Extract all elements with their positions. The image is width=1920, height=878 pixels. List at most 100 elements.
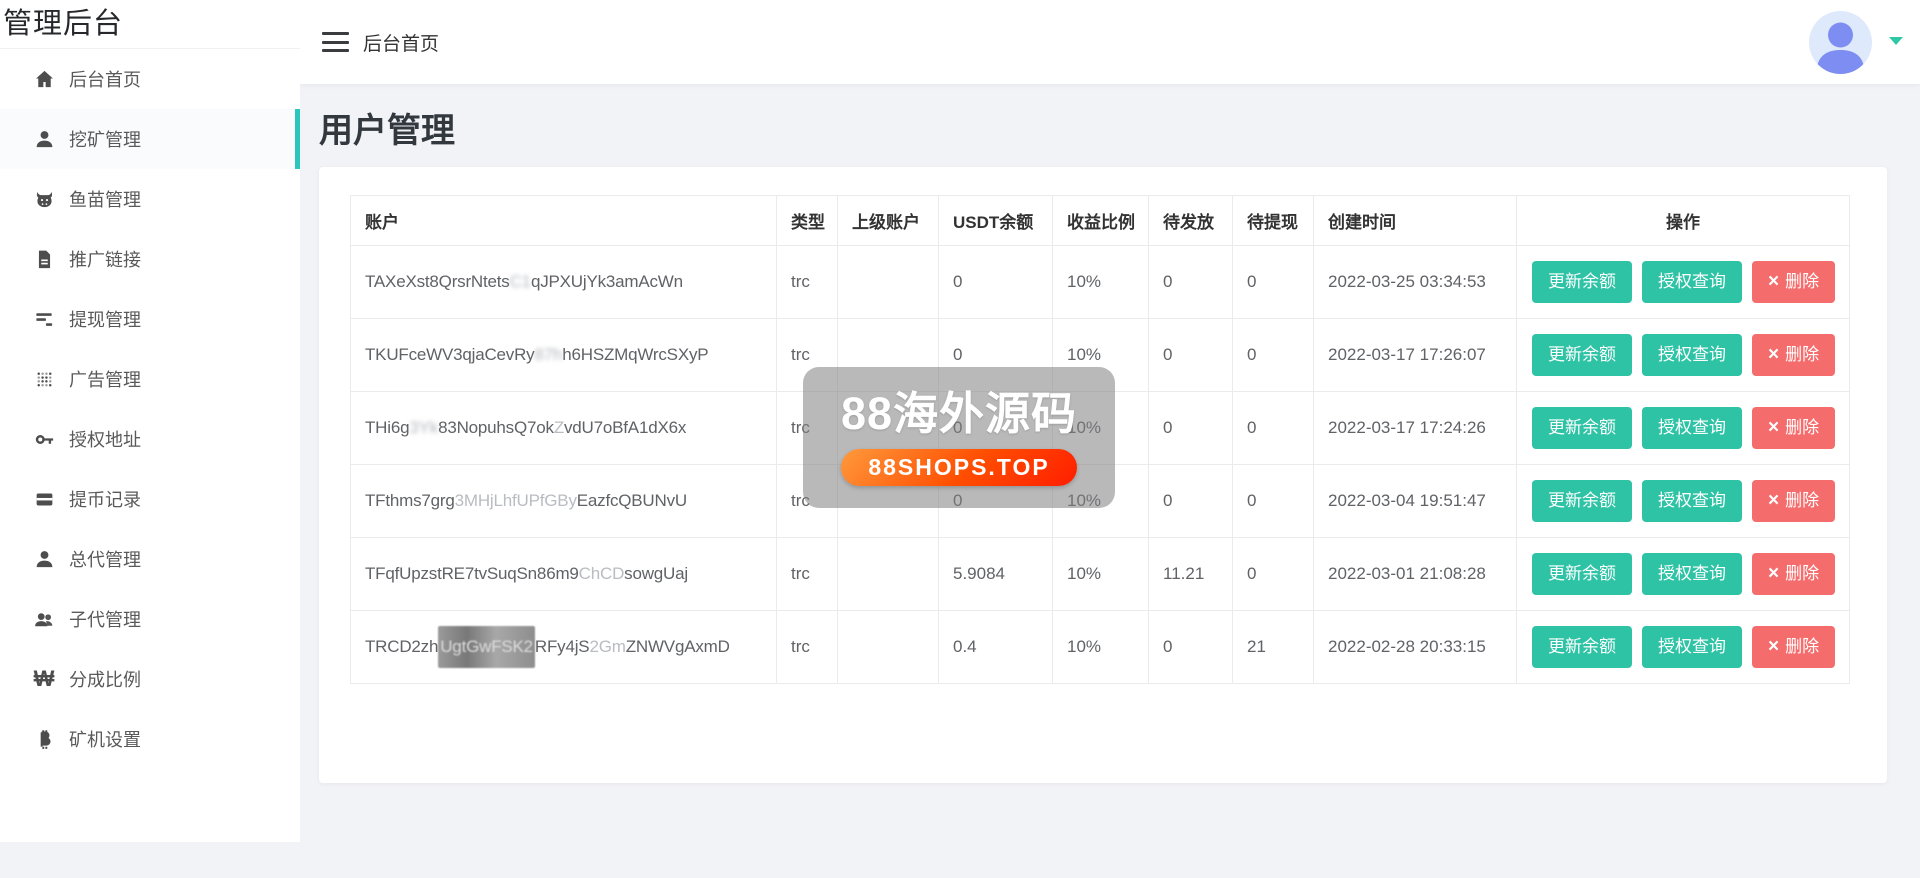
sidebar-item-label: 鱼苗管理 <box>69 190 141 210</box>
home-icon <box>31 66 57 92</box>
actions-cell: 更新余额 授权查询 × 删除 <box>1516 391 1850 465</box>
created-time-cell: 2022-03-25 03:34:53 <box>1313 245 1517 319</box>
auth-query-button[interactable]: 授权查询 <box>1642 480 1742 522</box>
column-header: 账户 <box>350 195 777 246</box>
sidebar-item-label: 提现管理 <box>69 310 141 330</box>
auth-query-button[interactable]: 授权查询 <box>1642 407 1742 449</box>
table-row: TFthms7grg3MHjLhfUPfGByEazfcQBUNvUtrc010… <box>350 464 1850 538</box>
table-row: TFqfUpzstRE7tvSuqSn86m9ChCDsowgUaj trc 5.9… <box>350 537 1850 611</box>
sidebar-item-mining[interactable]: 挖矿管理 <box>0 109 300 169</box>
account-redacted-text: 87h <box>534 345 563 364</box>
delete-button[interactable]: × 删除 <box>1752 334 1836 376</box>
created-time-cell: 2022-03-04 19:51:47 <box>1313 464 1517 538</box>
sidebar-item-miner-settings[interactable]: 矿机设置 <box>0 709 300 769</box>
delete-button[interactable]: × 删除 <box>1752 626 1836 668</box>
delete-button[interactable]: × 删除 <box>1752 480 1836 522</box>
update-balance-button[interactable]: 更新余额 <box>1532 261 1632 303</box>
account-text: h6HSZMqWrcSXyP <box>562 345 709 364</box>
type-cell: trc <box>776 610 838 684</box>
pending-withdraw-cell: 0 <box>1232 245 1314 319</box>
pending-withdraw-cell: 21 <box>1232 610 1314 684</box>
column-header: USDT余额 <box>938 195 1053 246</box>
delete-x-icon: × <box>1768 490 1780 511</box>
pending-withdraw-cell: 0 <box>1232 464 1314 538</box>
sidebar-item-promo-link[interactable]: 推广链接 <box>0 229 300 289</box>
delete-button[interactable]: × 删除 <box>1752 553 1836 595</box>
avatar-person-icon <box>1816 22 1865 74</box>
account-redacted-text: UgtGwFSK2 <box>438 626 535 668</box>
menu-toggle-icon[interactable] <box>322 32 349 52</box>
actions-cell: 更新余额 授权查询 × 删除 <box>1516 537 1850 611</box>
delete-button[interactable]: × 删除 <box>1752 407 1836 449</box>
sidebar-item-withdraw-record[interactable]: 提币记录 <box>0 469 300 529</box>
account-redacted-text: 3Yk <box>409 418 439 437</box>
table-row: TAXeXst8QrsrNtetsC1qJPXUjYk3amAcWn trc 0 10… <box>350 245 1850 319</box>
account-text: TRCD2zh <box>365 637 439 656</box>
actions-cell: 更新余额 授权查询 × 删除 <box>1516 610 1850 684</box>
sidebar-item-home[interactable]: 后台首页 <box>0 49 300 109</box>
pending-release-cell: 0 <box>1148 318 1233 392</box>
account-text: 83NopuhsQ7ok <box>438 418 554 437</box>
account-text: vdU7oBfA1dX6x <box>564 418 687 437</box>
breadcrumb[interactable]: 后台首页 <box>363 33 440 55</box>
auth-query-button[interactable]: 授权查询 <box>1642 553 1742 595</box>
auth-query-button[interactable]: 授权查询 <box>1642 261 1742 303</box>
pending-release-cell: 0 <box>1148 464 1233 538</box>
column-header: 操作 <box>1516 195 1850 246</box>
cow-icon <box>31 186 57 212</box>
account-cell: TKUFceWV3qjaCevRy87hh6HSZMqWrcSXyP <box>350 318 777 392</box>
account-text: EazfcQBUNvU <box>576 491 687 510</box>
sidebar-item-withdraw[interactable]: 提现管理 <box>0 289 300 349</box>
account-text: TFthms7grg <box>365 491 455 510</box>
account-cell: TFqfUpzstRE7tvSuqSn86m9ChCDsowgUaj <box>350 537 777 611</box>
parent-account-cell <box>837 245 939 319</box>
sidebar-item-label: 后台首页 <box>69 70 141 90</box>
table-header-row: 账户 类型 上级账户 USDT余额 收益比例 待发放 待提现 创建时间 操作 <box>350 195 1850 246</box>
document-icon <box>31 246 57 272</box>
delete-x-icon: × <box>1768 344 1780 365</box>
auth-query-button[interactable]: 授权查询 <box>1642 334 1742 376</box>
sidebar-item-fry[interactable]: 鱼苗管理 <box>0 169 300 229</box>
delete-button[interactable]: × 删除 <box>1752 261 1836 303</box>
account-cell: THi6g3Yk83NopuhsQ7okZvdU7oBfA1dX6x <box>350 391 777 465</box>
account-redacted-text: Z <box>553 418 564 437</box>
sidebar-item-label: 推广链接 <box>69 250 141 270</box>
sidebar-item-sub-agent[interactable]: 子代管理 <box>0 589 300 649</box>
user-avatar[interactable] <box>1809 11 1872 74</box>
created-time-cell: 2022-02-28 20:33:15 <box>1313 610 1517 684</box>
update-balance-button[interactable]: 更新余额 <box>1532 334 1632 376</box>
pending-release-cell: 0 <box>1148 391 1233 465</box>
update-balance-button[interactable]: 更新余额 <box>1532 626 1632 668</box>
usdt-balance-cell: 0 <box>938 245 1053 319</box>
update-balance-button[interactable]: 更新余额 <box>1532 407 1632 449</box>
watermark-title: 88海外源码 <box>840 388 1078 439</box>
update-balance-button[interactable]: 更新余额 <box>1532 553 1632 595</box>
sidebar-item-general-agent[interactable]: 总代管理 <box>0 529 300 589</box>
sidebar-item-label: 挖矿管理 <box>69 130 141 150</box>
watermark: 88海外源码 88SHOPS.TOP <box>803 367 1115 508</box>
key-icon <box>31 426 57 452</box>
pending-release-cell: 11.21 <box>1148 537 1233 611</box>
delete-x-icon: × <box>1768 271 1780 292</box>
sidebar-item-share-ratio[interactable]: ₩ 分成比例 <box>0 649 300 709</box>
sidebar-item-auth-address[interactable]: 授权地址 <box>0 409 300 469</box>
auth-query-button[interactable]: 授权查询 <box>1642 626 1742 668</box>
watermark-badge: 88SHOPS.TOP <box>841 449 1077 486</box>
table-body: TAXeXst8QrsrNtetsC1qJPXUjYk3amAcWn trc 0 10… <box>350 245 1850 684</box>
created-time-cell: 2022-03-17 17:26:07 <box>1313 318 1517 392</box>
account-cell: TFthms7grg3MHjLhfUPfGByEazfcQBUNvU <box>350 464 777 538</box>
account-text: RFy4jS <box>534 637 590 656</box>
sidebar-item-label: 矿机设置 <box>69 730 141 750</box>
topbar: 后台首页 <box>300 0 1920 85</box>
usdt-balance-cell: 5.9084 <box>938 537 1053 611</box>
pending-release-cell: 0 <box>1148 610 1233 684</box>
type-cell: trc <box>776 537 838 611</box>
sidebar-item-ads[interactable]: 广告管理 <box>0 349 300 409</box>
delete-x-icon: × <box>1768 417 1780 438</box>
sidebar: 管理后台 后台首页 挖矿管理 鱼苗管理 推广链接 提现管理 广告管理 授权地址 提币记录 总代管… <box>0 0 300 842</box>
sidebar-menu: 后台首页挖矿管理鱼苗管理推广链接提现管理广告管理 授权地址 提币记录 总代管理子代管理… <box>0 49 300 769</box>
dropdown-caret-icon[interactable] <box>1889 37 1903 45</box>
update-balance-button[interactable]: 更新余额 <box>1532 480 1632 522</box>
user-icon <box>31 546 57 572</box>
sidebar-item-label: 子代管理 <box>69 610 141 630</box>
